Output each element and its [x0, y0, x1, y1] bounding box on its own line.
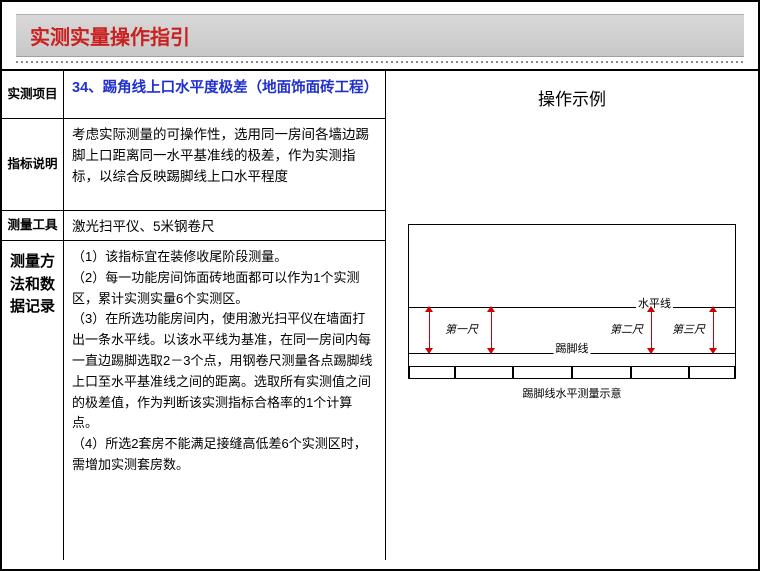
value-desc: 考虑实际测量的可操作性，选用同一房间各墙边踢脚上口距离同一水平基准线的极差，作为… — [64, 119, 385, 211]
method-line: （2）每一功能房间饰面砖地面都可以作为1个实测区，累计实测实量6个实测区。 — [72, 268, 377, 310]
arrow-2 — [647, 307, 657, 353]
page-title: 实测实量操作指引 — [30, 21, 730, 50]
method-line: （1）该指标宜在装修收尾阶段测量。 — [72, 247, 377, 268]
ruler2-label: 第二尺 — [610, 321, 643, 337]
title-bar: 实测实量操作指引 — [16, 14, 744, 57]
label-column: 实测项目 指标说明 测量工具 测量方法和数据记录 — [2, 71, 64, 560]
arrow-1 — [425, 307, 435, 353]
arrow-3 — [709, 307, 719, 353]
value-item: 34、踢角线上口水平度极差（地面饰面砖工程） — [64, 71, 385, 119]
ruler3-label: 第三尺 — [672, 321, 705, 337]
method-line: （4）所选2套房不能满足接缝高低差6个实测区时，需增加实测套房数。 — [72, 434, 377, 476]
value-method: （1）该指标宜在装修收尾阶段测量。 （2）每一功能房间饰面砖地面都可以作为1个实… — [64, 241, 385, 560]
content-table: 实测项目 指标说明 测量工具 测量方法和数据记录 34、踢角线上口水平度极差（地… — [2, 69, 758, 560]
floor-seg — [513, 366, 572, 378]
label-tool: 测量工具 — [2, 211, 63, 241]
skirting-label: 踢脚线 — [554, 340, 591, 356]
item-title: 34、踢角线上口水平度极差（地面饰面砖工程） — [72, 80, 378, 96]
example-column: 操作示例 水平线 踢脚线 第一尺 第二尺 第三尺 — [386, 71, 758, 560]
divider — [16, 61, 744, 63]
diagram: 水平线 踢脚线 第一尺 第二尺 第三尺 — [386, 124, 758, 560]
example-header: 操作示例 — [386, 71, 758, 124]
label-desc: 指标说明 — [2, 119, 63, 211]
floor-seg — [572, 366, 631, 378]
floor-seg — [689, 366, 735, 378]
diagram-box: 水平线 踢脚线 第一尺 第二尺 第三尺 — [408, 224, 736, 379]
diagram-caption: 踢脚线水平测量示意 — [408, 385, 736, 401]
value-column: 34、踢角线上口水平度极差（地面饰面砖工程） 考虑实际测量的可操作性，选用同一房… — [64, 71, 386, 560]
arrow-1b — [487, 307, 497, 353]
label-method: 测量方法和数据记录 — [2, 241, 63, 560]
value-tool: 激光扫平仪、5米钢卷尺 — [64, 211, 385, 241]
horizon-line — [409, 307, 735, 308]
floor-seg — [409, 366, 455, 378]
ruler1-label: 第一尺 — [445, 321, 478, 337]
method-line: （3）在所选功能房间内，使用激光扫平仪在墙面打出一条水平线。以该水平线为基准，在… — [72, 309, 377, 434]
floor-seg — [631, 366, 690, 378]
floor-seg — [455, 366, 514, 378]
label-item: 实测项目 — [2, 71, 63, 119]
